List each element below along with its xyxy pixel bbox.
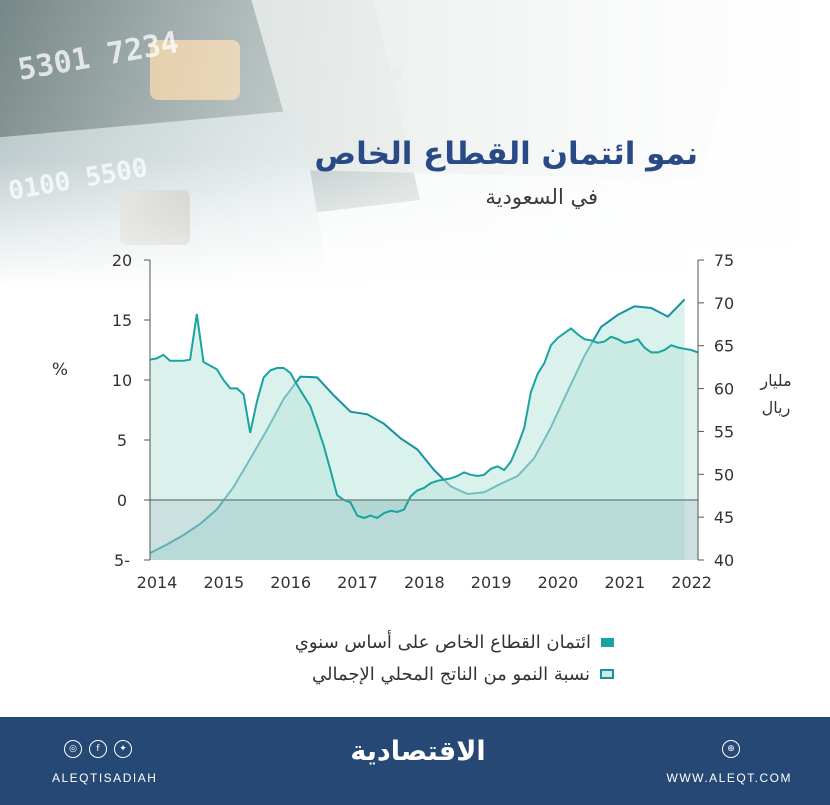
globe-icon[interactable]: ⊕ xyxy=(722,740,740,758)
left-tick-label: 5 xyxy=(117,431,127,450)
social-handle[interactable]: ALEQTISADIAH xyxy=(52,771,158,785)
left-tick-label: 10 xyxy=(112,371,132,390)
right-axis-label-line1: مليار xyxy=(759,371,791,391)
left-axis-ticks: 20 15 10 5 0 5- xyxy=(112,251,150,570)
legend-label: نسبة النمو من الناتج المحلي الإجمالي xyxy=(312,663,590,685)
right-tick-label: 45 xyxy=(714,508,734,527)
right-axis-label-line2: ريال xyxy=(762,398,791,418)
chart-title: نمو ائتمان القطاع الخاص xyxy=(314,136,698,172)
x-tick-label: 2015 xyxy=(203,573,244,592)
legend-item-gdp-growth: نسبة النمو من الناتج المحلي الإجمالي xyxy=(295,658,614,690)
legend-swatch-filled xyxy=(601,637,614,647)
x-tick-label: 2014 xyxy=(137,573,178,592)
legend-label: ائتمان القطاع الخاص على أساس سنوي xyxy=(294,631,591,653)
chart-legend: ائتمان القطاع الخاص على أساس سنوي نسبة ا… xyxy=(295,626,614,690)
x-tick-label: 2021 xyxy=(604,573,645,592)
social-icons: ◎ f ✦ xyxy=(64,740,132,758)
right-tick-label: 50 xyxy=(714,465,734,484)
right-tick-label: 55 xyxy=(714,422,734,441)
x-tick-label: 2016 xyxy=(270,573,311,592)
right-tick-label: 65 xyxy=(714,337,734,356)
website-link[interactable]: WWW.ALEQT.COM xyxy=(666,771,792,785)
negative-region-band xyxy=(150,500,698,560)
x-tick-label: 2022 xyxy=(671,573,712,592)
right-tick-label: 60 xyxy=(714,380,734,399)
right-tick-label: 70 xyxy=(714,294,734,313)
x-tick-label: 2017 xyxy=(337,573,378,592)
left-axis-label: % xyxy=(52,360,68,380)
footer-bar: ◎ f ✦ ALEQTISADIAH ⊕ WWW.ALEQT.COM xyxy=(0,717,830,805)
twitter-icon[interactable]: ✦ xyxy=(114,740,132,758)
brand-logo: الاقتصادية xyxy=(350,736,486,767)
hero-background-image: 5301 7234 0100 5500 ● ● ● ● xyxy=(0,0,830,290)
private-credit-series xyxy=(149,313,699,560)
x-tick-label: 2018 xyxy=(404,573,445,592)
left-tick-label: 0 xyxy=(117,491,127,510)
x-tick-label: 2019 xyxy=(471,573,512,592)
x-axis-ticks: 2014 2015 2016 2017 2018 2019 2020 2021 2022 xyxy=(137,573,712,592)
left-tick-label: 5- xyxy=(114,551,130,570)
credit-line xyxy=(149,313,699,520)
right-tick-label: 40 xyxy=(714,551,734,570)
chart-axes xyxy=(149,260,699,560)
right-tick-label: 75 xyxy=(714,251,734,270)
legend-swatch-outline xyxy=(600,669,614,679)
credit-area-fill xyxy=(150,314,698,518)
left-tick-label: 20 xyxy=(112,251,132,270)
credit-cards-illustration: 5301 7234 0100 5500 ● ● ● ● xyxy=(0,0,830,290)
instagram-icon[interactable]: ◎ xyxy=(64,740,82,758)
legend-item-private-credit: ائتمان القطاع الخاص على أساس سنوي xyxy=(295,626,614,658)
x-tick-label: 2020 xyxy=(538,573,579,592)
chart-subtitle: في السعودية xyxy=(485,185,598,209)
facebook-icon[interactable]: f xyxy=(89,740,107,758)
right-axis-ticks: 75 70 65 60 55 50 45 40 xyxy=(698,251,734,570)
left-tick-label: 15 xyxy=(112,311,132,330)
